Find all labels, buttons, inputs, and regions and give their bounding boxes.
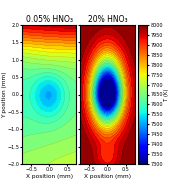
- Title: 0.05% HNO₃: 0.05% HNO₃: [26, 15, 73, 24]
- X-axis label: X position (mm): X position (mm): [84, 174, 131, 179]
- Y-axis label: T (K): T (K): [164, 88, 169, 101]
- Title: 20% HNO₃: 20% HNO₃: [88, 15, 127, 24]
- Y-axis label: Y position (mm): Y position (mm): [2, 71, 7, 118]
- X-axis label: X position (mm): X position (mm): [26, 174, 73, 179]
